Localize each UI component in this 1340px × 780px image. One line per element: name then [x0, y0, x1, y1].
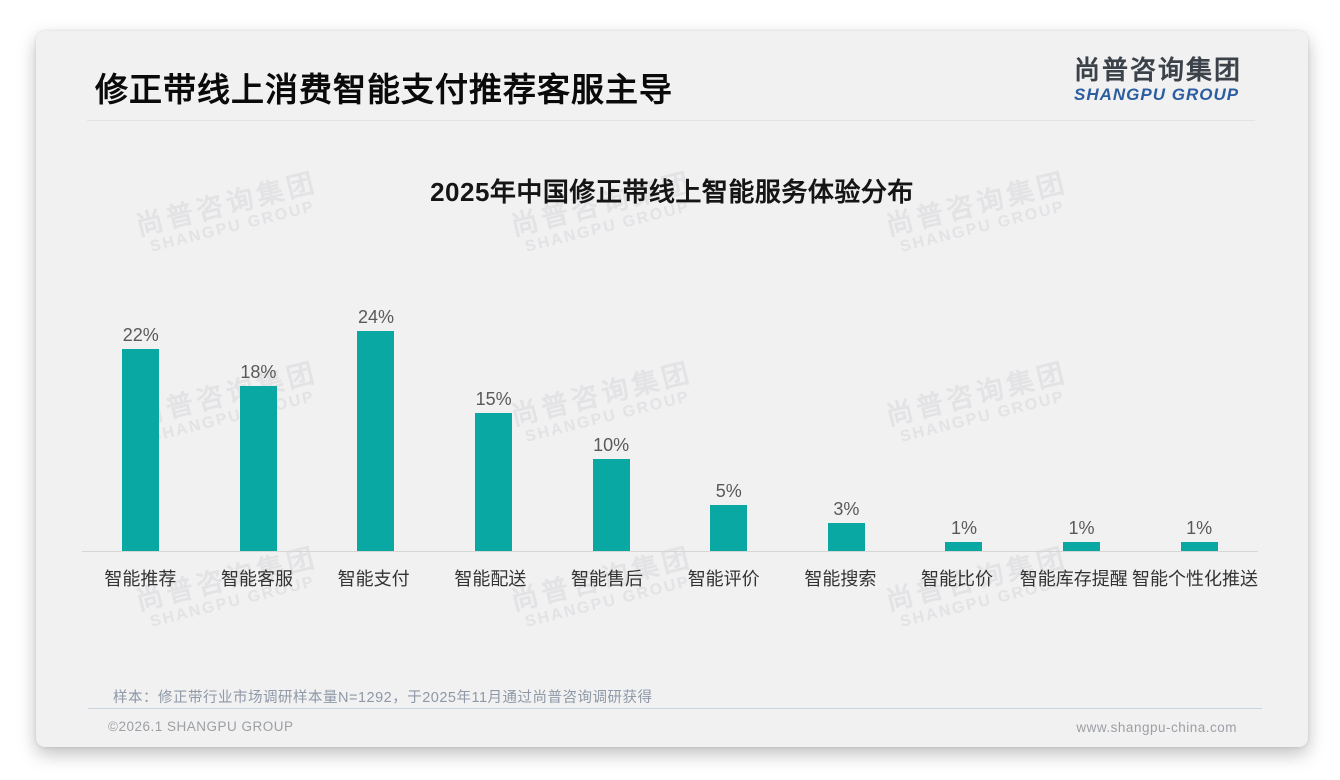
bar	[475, 413, 513, 551]
chart-title: 2025年中国修正带线上智能服务体验分布	[430, 177, 914, 207]
page-title: 修正带线上消费智能支付推荐客服主导	[95, 71, 673, 108]
logo-english-text: SHANGPU GROUP	[1073, 84, 1240, 104]
logo-chinese-text: 尚普咨询集团	[1073, 55, 1242, 85]
x-axis-label: 智能客服	[221, 569, 293, 589]
copyright-text: ©2026.1 SHANGPU GROUP	[108, 719, 294, 734]
bar-value-label: 18%	[240, 362, 277, 382]
x-axis-label: 智能比价	[921, 569, 994, 589]
bar-value-label: 15%	[475, 389, 512, 409]
x-axis-label: 智能售后	[571, 569, 644, 589]
bar	[1180, 542, 1218, 551]
bar	[1063, 542, 1101, 551]
bar	[592, 459, 630, 551]
bar-value-label: 5%	[715, 481, 742, 501]
x-axis-label: 智能个性化推送	[1132, 569, 1259, 589]
bar-value-label: 1%	[1068, 518, 1095, 538]
bar	[239, 386, 277, 551]
company-logo: 尚普咨询集团 SHANGPU GROUP	[1074, 56, 1242, 104]
bar-column: 1%	[1140, 292, 1258, 551]
x-axis-label: 智能搜索	[804, 569, 877, 589]
x-axis-label: 智能推荐	[104, 569, 177, 589]
bar-column: 1%	[1023, 292, 1141, 551]
bar-column: 5%	[670, 292, 788, 551]
bar-column: 10%	[552, 292, 670, 551]
bar-value-label: 22%	[122, 325, 159, 345]
bar-column: 1%	[905, 292, 1023, 551]
bar-value-label: 24%	[357, 307, 394, 327]
website-url: www.shangpu-china.com	[1076, 720, 1237, 735]
bar-value-label: 1%	[1186, 518, 1213, 538]
slide-card: 尚普咨询集团 SHANGPU GROUP 尚普咨询集团 SHANGPU GROUP 尚普…	[36, 31, 1308, 747]
bar-column: 18%	[200, 292, 318, 551]
x-axis-labels-row: 智能推荐 智能客服 智能支付 智能配送 智能售后 智能评价 智能搜索 智能比价 智能库存提醒 智能…	[82, 569, 1258, 591]
bar-chart-plot-area: 22% 18% 24% 15% 10% 5% 3% 1% 1% 1%	[82, 292, 1258, 552]
bar	[827, 523, 865, 551]
sample-footnote: 样本：修正带行业市场调研样本量N=1292，于2025年11月通过尚普咨询调研获…	[113, 690, 653, 706]
bar-value-label: 1%	[950, 518, 977, 538]
bar	[357, 331, 395, 551]
title-divider	[87, 120, 1255, 121]
bar	[945, 542, 983, 551]
x-axis-label: 智能库存提醒	[1019, 569, 1128, 589]
bar-value-label: 10%	[593, 435, 630, 455]
bar	[122, 349, 160, 551]
x-axis-label: 智能支付	[337, 569, 410, 589]
bar-value-label: 3%	[833, 499, 860, 519]
bar-column: 24%	[317, 292, 435, 551]
x-axis-label: 智能配送	[454, 569, 527, 589]
bar-column: 15%	[435, 292, 553, 551]
bar-column: 22%	[82, 292, 200, 551]
bar	[710, 505, 748, 551]
footer-divider	[88, 708, 1262, 709]
bar-column: 3%	[788, 292, 906, 551]
x-axis-label: 智能评价	[687, 569, 760, 589]
